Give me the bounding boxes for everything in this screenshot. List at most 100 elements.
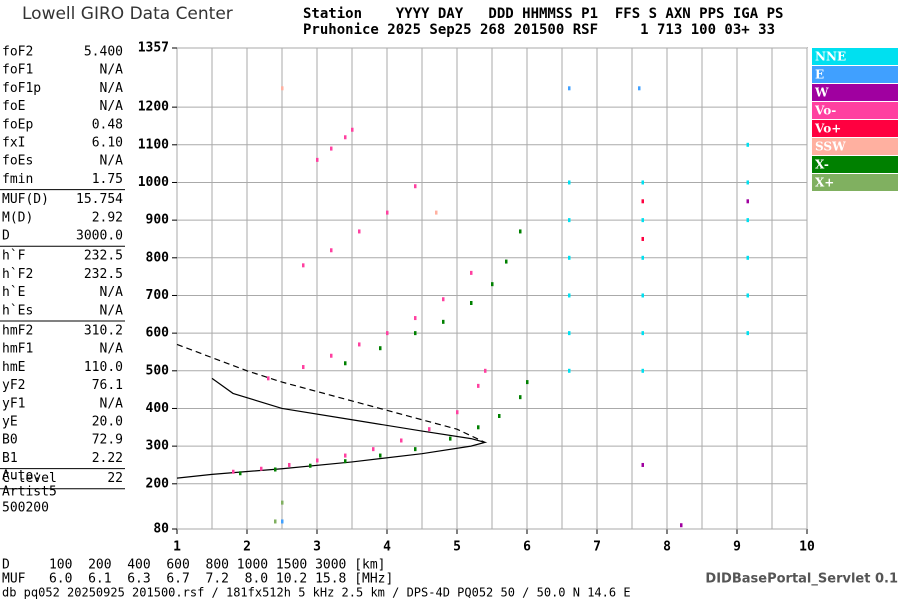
echo-point (372, 447, 375, 452)
auto-line: Auto: (2, 469, 41, 484)
legend-label: X+ (815, 176, 834, 190)
profile-curve (176, 343, 486, 443)
y-tick-label: 300 (146, 439, 170, 454)
parameter-name: MUF(D) (2, 192, 49, 207)
parameter-value: N/A (100, 342, 124, 357)
parameter-value: 5.400 (84, 45, 123, 60)
parameter-value: 76.1 (92, 378, 123, 393)
echo-point (386, 331, 389, 336)
echo-point (442, 297, 445, 302)
legend-swatch (812, 156, 898, 173)
parameter-value: 6.10 (92, 136, 123, 151)
echo-point (281, 500, 284, 505)
echo-point (274, 519, 277, 524)
muf-row: MUF 6.0 6.1 6.3 6.7 7.2 8.0 10.2 15.8 [M… (2, 572, 393, 587)
echo-point (680, 523, 683, 528)
parameter-name: foEs (2, 154, 33, 169)
legend-label: E (815, 68, 824, 82)
parameter-value: 15.754 (76, 192, 123, 207)
parameter-name: foEp (2, 117, 33, 132)
parameter-name: fmin (2, 172, 33, 187)
y-tick-label: 1200 (138, 100, 169, 115)
parameter-value: 232.5 (84, 249, 123, 264)
echo-point (746, 255, 749, 260)
parameter-value: 20.0 (92, 415, 123, 430)
echo-point (641, 462, 644, 467)
legend-label: SSW (815, 140, 846, 154)
echo-point (568, 368, 571, 373)
echo-point (498, 414, 501, 419)
echo-point (330, 146, 333, 151)
echo-point (260, 466, 263, 471)
echo-point (414, 447, 417, 452)
parameter-name: foF1p (2, 81, 41, 96)
x-tick-label: 7 (593, 540, 601, 555)
parameter-name: D (2, 229, 10, 244)
echo-point (379, 346, 382, 351)
echo-point (281, 86, 284, 91)
y-tick-label: 1000 (138, 175, 169, 190)
echo-point (435, 210, 438, 215)
parameter-name: B0 (2, 433, 18, 448)
auto-line: 500200 (2, 501, 49, 516)
echo-point (568, 86, 571, 91)
parameter-value: 22 (107, 471, 123, 486)
echo-point (641, 180, 644, 185)
echo-point (330, 248, 333, 253)
parameter-name: h`F (2, 249, 26, 264)
legend-swatch (812, 66, 898, 83)
echo-point (746, 218, 749, 223)
y-tick-label: 1357 (138, 41, 169, 56)
legend-label: X- (815, 158, 829, 172)
echo-point (470, 301, 473, 306)
echo-point (344, 361, 347, 366)
echo-point (505, 259, 508, 264)
echo-point (288, 462, 291, 467)
parameter-name: C-level (2, 471, 57, 486)
echo-point (641, 293, 644, 298)
echo-point (526, 380, 529, 385)
echo-point (414, 184, 417, 189)
echo-point (344, 135, 347, 140)
auto-line: Artist5 (2, 485, 57, 500)
logo: Lowell GIRO Data Center (22, 4, 233, 24)
parameter-value: 310.2 (84, 324, 123, 339)
parameter-name: foE (2, 99, 25, 114)
y-tick-label: 200 (146, 476, 170, 491)
echo-point (470, 270, 473, 275)
parameter-value: 1.75 (92, 172, 123, 187)
y-tick-label: 700 (146, 288, 170, 303)
echo-point (344, 453, 347, 458)
servlet-label: DIDBasePortal_Servlet 0.1 (705, 572, 898, 587)
echo-point (358, 229, 361, 234)
echo-point (519, 229, 522, 234)
echo-point (400, 438, 403, 443)
echo-point (309, 463, 312, 468)
parameter-name: yF2 (2, 378, 25, 393)
echo-point (746, 199, 749, 204)
parameter-value: 0.48 (92, 117, 123, 132)
y-tick-label: 1100 (138, 137, 169, 152)
legend-label: NNE (815, 50, 846, 64)
parameter-name: h`F2 (2, 267, 33, 282)
echo-point (568, 180, 571, 185)
parameter-name: yF1 (2, 396, 25, 411)
y-tick-label: 800 (146, 250, 170, 265)
x-tick-label: 6 (523, 540, 531, 555)
header-line: Pruhonice 2025 Sep25 268 201500 RSF 1 71… (303, 22, 775, 38)
echo-point (746, 331, 749, 336)
x-tick-label: 10 (799, 540, 815, 555)
parameter-value: N/A (100, 63, 124, 78)
x-tick-label: 5 (453, 540, 461, 555)
x-tick-label: 3 (313, 540, 321, 555)
legend-label: Vo- (814, 104, 836, 118)
echo-point (568, 293, 571, 298)
echo-point (746, 293, 749, 298)
y-tick-label: 600 (146, 326, 170, 341)
echo-point (428, 427, 431, 432)
echo-point (267, 376, 270, 381)
parameter-value: N/A (100, 154, 124, 169)
parameter-value: N/A (100, 303, 124, 318)
legend-label: Vo+ (814, 122, 841, 136)
